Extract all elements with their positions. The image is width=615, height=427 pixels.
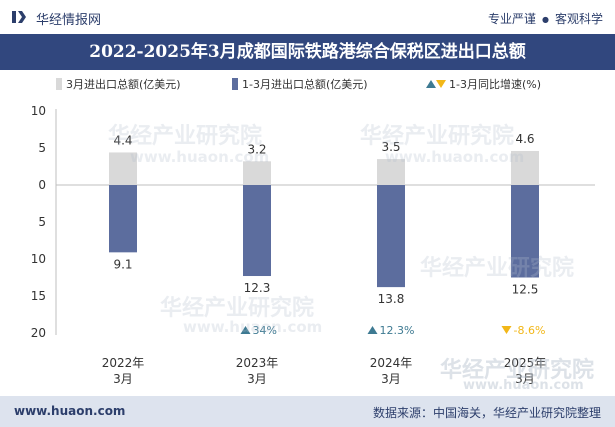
y-tick-label: 0 (38, 178, 46, 192)
growth-label: 12.3% (380, 324, 415, 337)
legend-swatch-march (56, 78, 62, 90)
tagline-right: 客观科学 (554, 12, 603, 26)
x-tick-label: 2024年 (370, 356, 413, 370)
legend-item-march: 3月进出口总额(亿美元) (56, 76, 181, 92)
bar-march (511, 150, 539, 185)
huajing-logo-icon (12, 11, 26, 23)
legend-swatch-ytd (232, 78, 238, 90)
data-label-ytd: 9.1 (113, 257, 132, 271)
growth-up-triangle-icon (240, 326, 251, 335)
data-label-ytd: 12.5 (512, 283, 539, 297)
y-tick-label: 10 (31, 252, 46, 266)
legend-label-march: 3月进出口总额(亿美元) (66, 78, 181, 91)
legend-label-ytd: 1-3月进出口总额(亿美元) (242, 78, 368, 91)
y-tick-label: 5 (38, 215, 46, 229)
x-tick-label: 2022年 (102, 356, 145, 370)
y-tick-label: 5 (38, 141, 46, 155)
data-label-march: 3.2 (247, 142, 266, 156)
legend-item-growth: 1-3月同比增速(%) (426, 76, 541, 92)
growth-up-triangle-icon (367, 326, 378, 335)
y-tick-label: 20 (31, 326, 46, 340)
tagline: 专业严谨 ● 客观科学 (488, 10, 603, 27)
data-label-march: 4.4 (113, 133, 132, 147)
legend: 3月进出口总额(亿美元) 1-3月进出口总额(亿美元) 1-3月同比增速(%) (0, 74, 615, 94)
growth-down-triangle-icon (501, 326, 512, 335)
y-tick-label: 15 (31, 289, 46, 303)
legend-down-triangle-icon (436, 80, 446, 88)
footer-source: 数据来源：中国海关，华经产业研究院整理 (372, 406, 601, 420)
x-tick-label: 3月 (381, 372, 401, 386)
legend-item-ytd: 1-3月进出口总额(亿美元) (232, 76, 368, 92)
growth-label: -8.6% (514, 324, 546, 337)
bar-march (377, 159, 405, 185)
chart-title: 2022-2025年3月成都国际铁路港综合保税区进出口总额 (89, 42, 526, 62)
bar-ytd (511, 185, 539, 278)
legend-up-triangle-icon (426, 80, 436, 88)
brand-name: 华经情报网 (36, 13, 102, 28)
bar-ytd (243, 185, 271, 277)
data-label-march: 3.5 (381, 140, 400, 154)
x-tick-label: 2025年 (504, 356, 547, 370)
footer-site-link[interactable]: www.huaon.com (14, 404, 126, 418)
bar-march (243, 161, 271, 185)
x-tick-label: 3月 (113, 372, 133, 386)
legend-label-growth: 1-3月同比增速(%) (449, 78, 542, 91)
data-label-ytd: 13.8 (378, 292, 405, 306)
data-label-march: 4.6 (515, 132, 534, 146)
title-bar: 2022-2025年3月成都国际铁路港综合保税区进出口总额 (0, 34, 615, 70)
y-tick-label: 10 (31, 104, 46, 118)
bar-ytd (109, 185, 137, 253)
tagline-dot: ● (542, 15, 549, 24)
x-tick-label: 3月 (515, 372, 535, 386)
x-tick-label: 2023年 (236, 356, 279, 370)
bar-march (109, 152, 137, 185)
tagline-left: 专业严谨 (487, 12, 536, 26)
chart-canvas: 10 5 0 5 10 15 20 4.4 9.1 2022年 3月 3.2 12.3 34% 2023年 3… (31, 104, 595, 386)
growth-label: 34% (253, 324, 277, 337)
bar-ytd (377, 185, 405, 288)
top-bar: 华经情报网 专业严谨 ● 客观科学 (0, 0, 615, 34)
data-label-ytd: 12.3 (244, 281, 271, 295)
footer-bar: www.huaon.com 数据来源：中国海关，华经产业研究院整理 (0, 396, 615, 427)
x-tick-label: 3月 (247, 372, 267, 386)
